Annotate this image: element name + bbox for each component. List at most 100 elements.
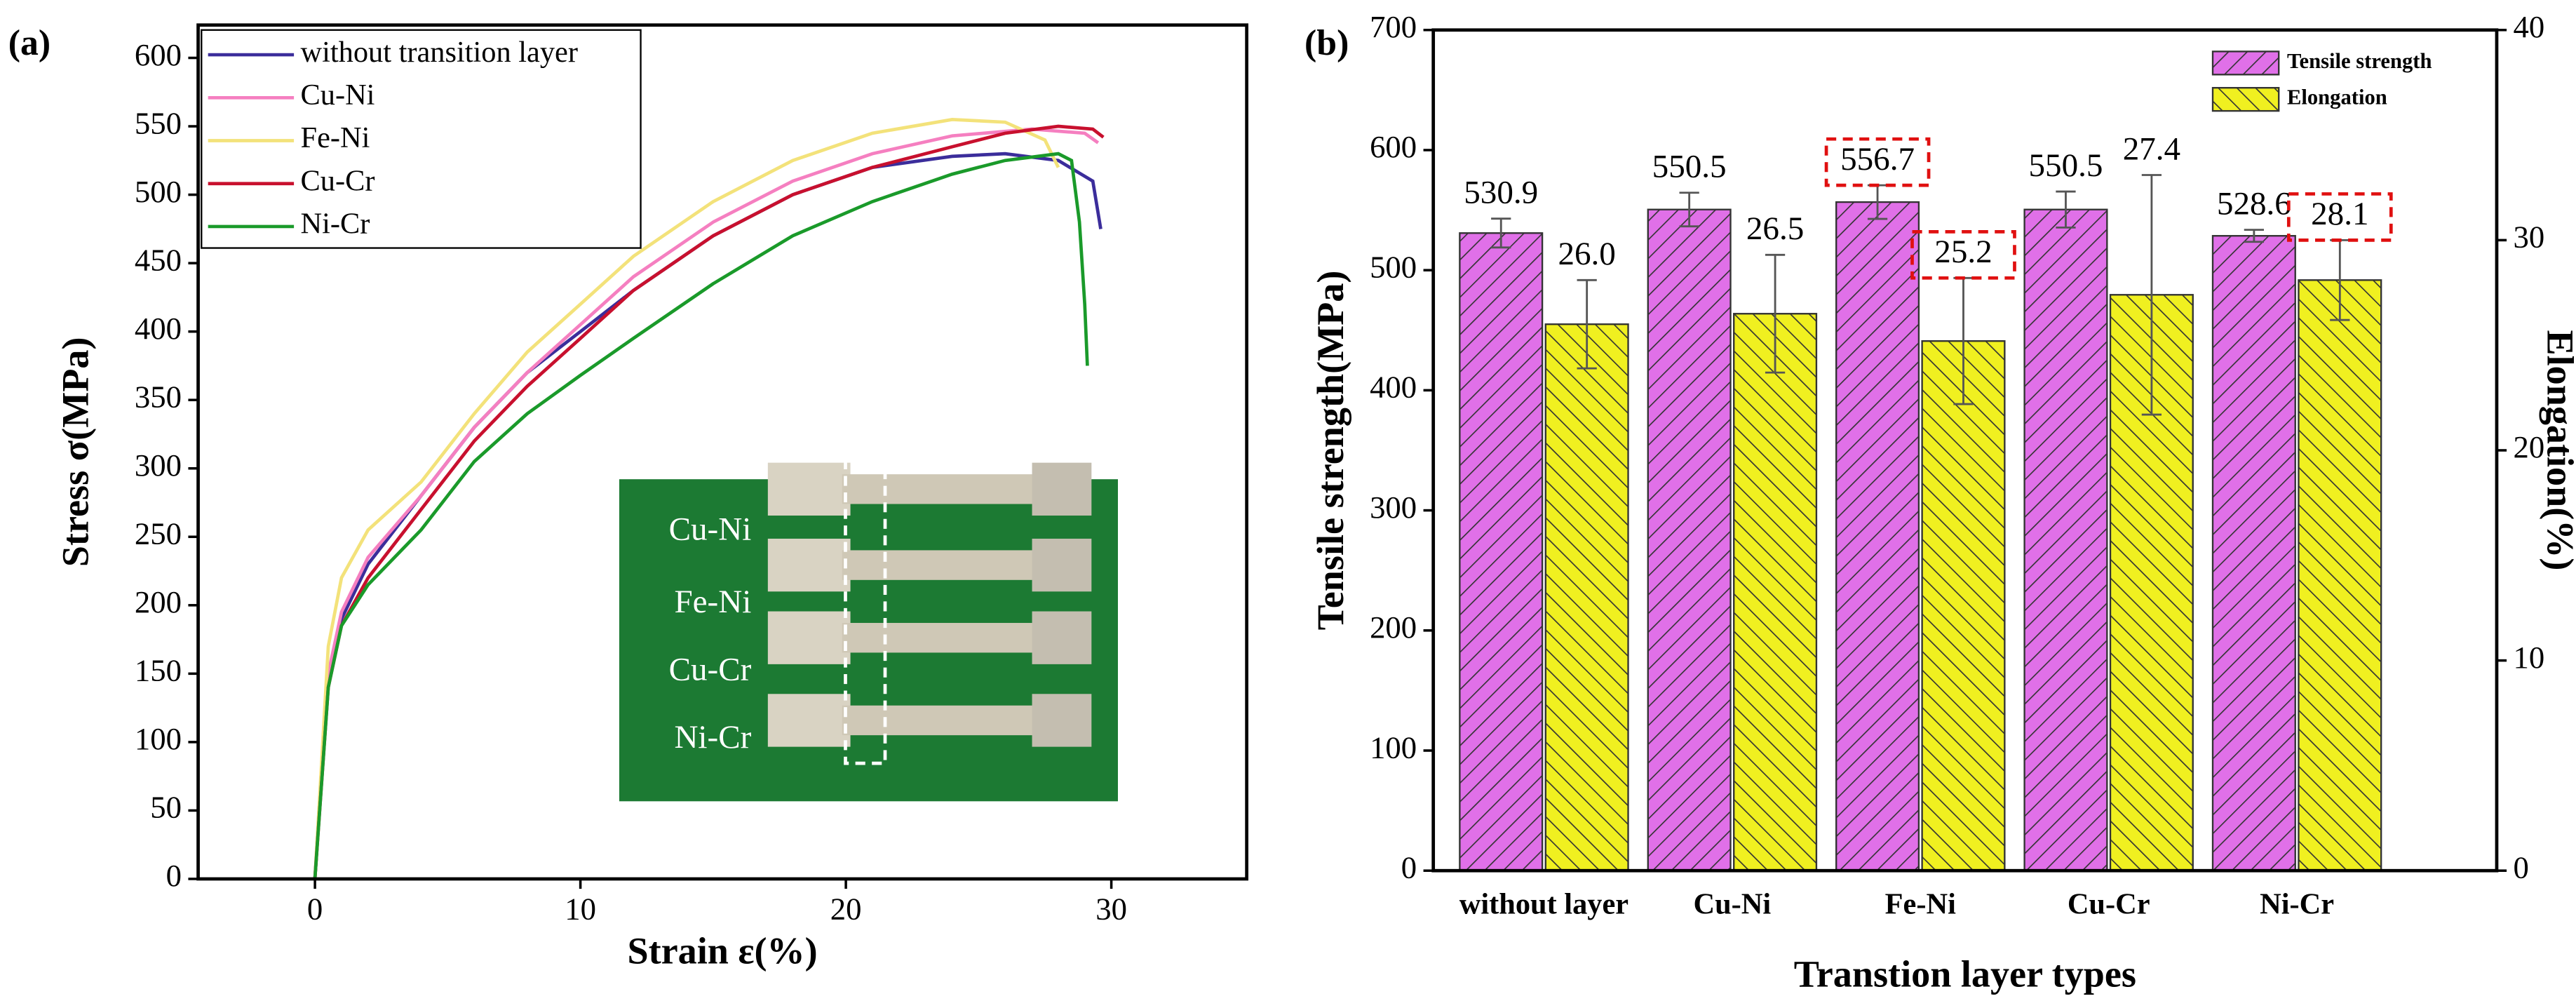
y-tick-label: 400 bbox=[135, 311, 182, 346]
bar bbox=[1647, 208, 1732, 872]
label-highlight bbox=[2286, 192, 2393, 242]
legend-label: Cu-Ni bbox=[301, 79, 375, 112]
specimens bbox=[767, 462, 1092, 747]
y-tick-label: 150 bbox=[135, 653, 182, 688]
bar bbox=[1733, 313, 1818, 872]
inset-label: Cu-Cr bbox=[669, 651, 752, 687]
legend-label: Cu-Cr bbox=[301, 164, 375, 197]
specimen-grip bbox=[767, 611, 851, 664]
y2-tick-label: 20 bbox=[2514, 429, 2545, 464]
y2-tick-label: 10 bbox=[2514, 640, 2545, 675]
legend-label: Elongation bbox=[2287, 86, 2387, 109]
inset-label: Ni-Cr bbox=[674, 719, 751, 755]
legend-label: Ni-Cr bbox=[301, 208, 370, 241]
panel-label: (a) bbox=[8, 23, 50, 63]
y-axis-label: Tensile strength(MPa) bbox=[1309, 271, 1351, 631]
specimen-grip bbox=[1032, 611, 1092, 664]
bar bbox=[2023, 208, 2108, 872]
y-axis-label: Stress σ(MPa) bbox=[54, 337, 96, 567]
x-tick-label: 30 bbox=[1095, 891, 1127, 926]
error-bar bbox=[2056, 190, 2076, 229]
value-label: 556.7 bbox=[1840, 141, 1915, 177]
bar bbox=[1459, 232, 1544, 872]
y2-tick-label: 40 bbox=[2514, 9, 2545, 44]
y-tick-label: 0 bbox=[166, 858, 182, 893]
error-bar bbox=[1491, 217, 1511, 249]
specimen-grip bbox=[767, 462, 851, 516]
specimen-gauge bbox=[842, 474, 1041, 504]
line-series bbox=[313, 124, 1105, 880]
y-tick-label: 450 bbox=[135, 242, 182, 277]
legend-label: Tensile strength bbox=[2287, 49, 2432, 73]
value-label: 28.1 bbox=[2311, 196, 2368, 232]
specimen-grip bbox=[767, 538, 851, 592]
value-label: 550.5 bbox=[2028, 147, 2103, 184]
y-tick-label: 250 bbox=[135, 516, 182, 551]
bar bbox=[2211, 235, 2296, 872]
error-bar bbox=[1577, 278, 1597, 370]
y2-tick-label: 0 bbox=[2514, 849, 2529, 885]
y-tick-label: 700 bbox=[1370, 9, 1417, 44]
specimen-gauge bbox=[842, 705, 1041, 736]
specimen-grip bbox=[1032, 538, 1092, 592]
line-series bbox=[313, 127, 1100, 880]
y-tick-label: 0 bbox=[1401, 849, 1417, 885]
label-highlight bbox=[1824, 137, 1931, 187]
line-series bbox=[313, 152, 1089, 880]
x-tick-label: 0 bbox=[307, 891, 323, 926]
x-tick-label: Ni-Cr bbox=[2260, 888, 2334, 921]
specimen-grip bbox=[767, 694, 851, 747]
value-label: 25.2 bbox=[1934, 234, 1992, 270]
y-tick-label: 600 bbox=[1370, 129, 1417, 164]
specimen-grip bbox=[1032, 462, 1092, 516]
bar bbox=[2298, 279, 2382, 872]
line-series bbox=[313, 118, 1060, 880]
y-tick-label: 200 bbox=[135, 584, 182, 619]
legend-label: Fe-Ni bbox=[301, 121, 370, 154]
y-tick-label: 350 bbox=[135, 379, 182, 414]
x-tick-label: Cu-Cr bbox=[2068, 888, 2150, 921]
inset-label: Fe-Ni bbox=[674, 584, 751, 620]
panel-label: (b) bbox=[1304, 23, 1349, 63]
y2-tick-label: 30 bbox=[2514, 220, 2545, 255]
specimen-gauge bbox=[842, 623, 1041, 653]
y-tick-label: 600 bbox=[135, 37, 182, 72]
bar bbox=[1544, 323, 1629, 872]
y-tick-label: 100 bbox=[1370, 730, 1417, 765]
error-bar bbox=[2141, 174, 2162, 416]
y-tick-label: 300 bbox=[1370, 490, 1417, 525]
y-tick-label: 300 bbox=[135, 448, 182, 483]
value-label: 27.4 bbox=[2123, 130, 2180, 167]
y-tick-label: 400 bbox=[1370, 370, 1417, 405]
value-label: 26.0 bbox=[1558, 236, 1615, 272]
x-tick-label: Fe-Ni bbox=[1885, 888, 1956, 921]
y-tick-label: 500 bbox=[1370, 249, 1417, 284]
y-tick-label: 500 bbox=[135, 174, 182, 209]
y-tick-label: 200 bbox=[1370, 610, 1417, 645]
value-label: 530.9 bbox=[1464, 175, 1538, 211]
error-bar bbox=[1679, 191, 1699, 228]
legend-swatch bbox=[2211, 51, 2280, 76]
x-tick-label: Cu-Ni bbox=[1694, 888, 1772, 921]
y2-axis-label: Elongation(%) bbox=[2539, 330, 2576, 571]
legend-swatch bbox=[2211, 86, 2280, 112]
x-axis-label: Transtion layer types bbox=[1794, 953, 2136, 995]
bar bbox=[1835, 201, 1920, 872]
inset-highlight bbox=[844, 457, 887, 765]
y-tick-label: 100 bbox=[135, 721, 182, 756]
bar bbox=[1921, 340, 2006, 872]
plot-frame bbox=[1431, 28, 2499, 873]
y-tick-label: 550 bbox=[135, 105, 182, 140]
x-tick-label: 10 bbox=[565, 891, 596, 926]
value-label: 26.5 bbox=[1746, 210, 1804, 247]
x-tick-label: without layer bbox=[1459, 888, 1628, 921]
x-tick-label: 20 bbox=[830, 891, 862, 926]
label-highlight bbox=[1910, 230, 2016, 280]
legend-label: without transition layer bbox=[301, 36, 578, 69]
inset-label: Cu-Ni bbox=[669, 511, 752, 547]
specimen-gauge bbox=[842, 550, 1041, 580]
error-bar bbox=[1765, 253, 1786, 374]
y-tick-label: 50 bbox=[150, 790, 182, 825]
value-label: 550.5 bbox=[1652, 149, 1727, 185]
